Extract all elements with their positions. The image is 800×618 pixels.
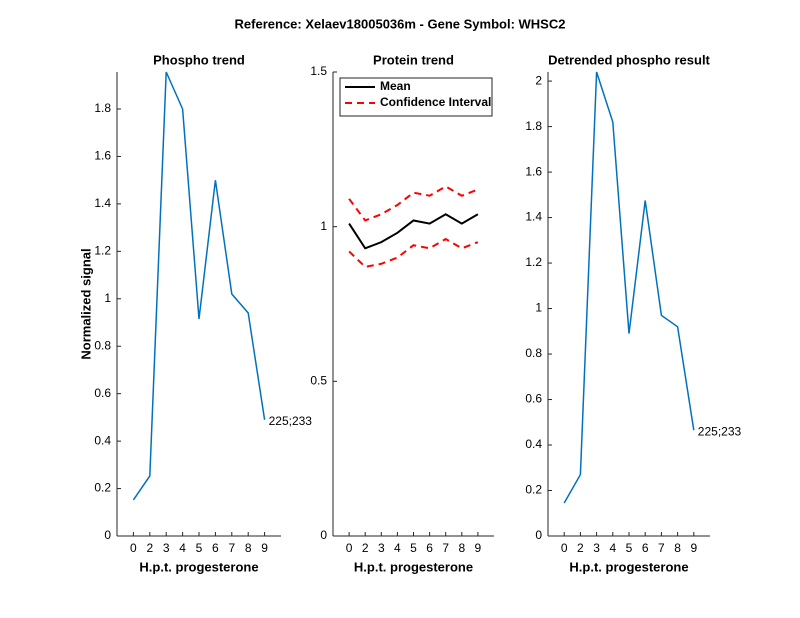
y-tick-label: 0.5	[310, 374, 327, 388]
y-tick-label: 1.6	[525, 164, 542, 178]
x-tick-label: 4	[609, 541, 616, 555]
legend-box	[339, 77, 493, 117]
x-tick-label: 7	[442, 541, 449, 555]
x-tick-label: 7	[658, 541, 665, 555]
y-tick-label: 1	[104, 291, 111, 305]
y-tick-label: 0.2	[94, 481, 111, 495]
x-tick-label: 2	[362, 541, 369, 555]
subplot-title: Detrended phospho result	[548, 52, 710, 67]
x-tick-label: 9	[475, 541, 482, 555]
figure-title: Reference: Xelaev18005036m - Gene Symbol…	[235, 16, 566, 31]
x-tick-label: 0	[130, 541, 137, 555]
x-tick-label: 9	[261, 541, 268, 555]
x-axis-label: H.p.t. progesterone	[354, 559, 473, 574]
y-tick-label: 1.8	[94, 101, 111, 115]
x-tick-label: 5	[626, 541, 633, 555]
x-tick-label: 2	[146, 541, 153, 555]
y-tick-label: 1.8	[525, 119, 542, 133]
x-tick-label: 8	[458, 541, 465, 555]
annotation: 225;233	[269, 414, 313, 428]
x-tick-label: 8	[245, 541, 252, 555]
y-tick-label: 0.8	[525, 346, 542, 360]
y-tick-label: 0.4	[525, 437, 542, 451]
x-tick-label: 6	[642, 541, 649, 555]
subplot-title: Protein trend	[373, 52, 454, 67]
annotation: 225;233	[698, 424, 742, 438]
x-tick-label: 7	[228, 541, 235, 555]
series-line	[348, 237, 479, 268]
y-tick-label: 1.5	[310, 64, 327, 78]
y-tick-label: 1.4	[525, 210, 542, 224]
y-tick-label: 0.6	[525, 392, 542, 406]
y-tick-label: 1.2	[94, 244, 111, 258]
series-line	[563, 71, 695, 504]
x-tick-label: 8	[674, 541, 681, 555]
y-tick-label: 0.4	[94, 433, 111, 447]
x-axis-label: H.p.t. progesterone	[569, 559, 688, 574]
x-tick-label: 2	[577, 541, 584, 555]
x-tick-label: 4	[394, 541, 401, 555]
y-tick-label: 0	[104, 528, 111, 542]
x-tick-label: 5	[410, 541, 417, 555]
y-tick-label: 0.6	[94, 386, 111, 400]
x-axis-label: H.p.t. progesterone	[139, 559, 258, 574]
y-tick-label: 1.4	[94, 196, 111, 210]
series-line	[348, 185, 479, 222]
x-tick-label: 9	[690, 541, 697, 555]
y-tick-label: 0.8	[94, 338, 111, 352]
x-tick-label: 6	[426, 541, 433, 555]
x-tick-label: 3	[163, 541, 170, 555]
y-tick-label: 1	[320, 219, 327, 233]
x-tick-label: 6	[212, 541, 219, 555]
y-tick-label: 1.2	[525, 255, 542, 269]
legend-label: Mean	[380, 79, 411, 93]
series-line	[348, 213, 479, 250]
y-tick-label: 0	[535, 528, 542, 542]
x-tick-label: 5	[196, 541, 203, 555]
y-tick-label: 2	[535, 73, 542, 87]
y-tick-label: 1.6	[94, 149, 111, 163]
subplot-title: Phospho trend	[153, 52, 245, 67]
legend-label: Confidence Interval	[380, 95, 491, 109]
y-tick-label: 1	[535, 301, 542, 315]
y-axis-label: Normalized signal	[78, 248, 93, 359]
x-tick-label: 0	[346, 541, 353, 555]
x-tick-label: 0	[561, 541, 568, 555]
y-tick-label: 0	[320, 528, 327, 542]
x-tick-label: 3	[378, 541, 385, 555]
x-tick-label: 3	[593, 541, 600, 555]
y-tick-label: 0.2	[525, 483, 542, 497]
x-tick-label: 4	[179, 541, 186, 555]
series-line	[132, 71, 266, 501]
